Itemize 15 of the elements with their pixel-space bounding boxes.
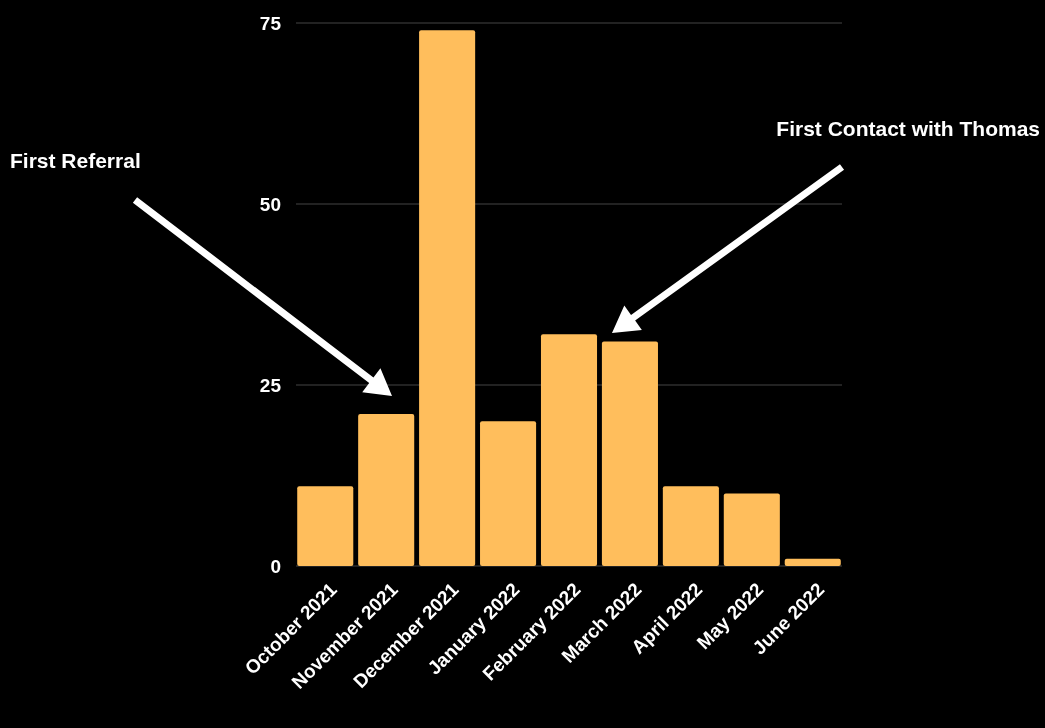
y-tick-label: 25 [259,374,282,396]
annotation: First Contact with Thomas [776,117,1040,140]
y-tick-label: 0 [270,555,281,577]
bar [480,421,537,566]
bar [601,341,658,566]
y-tick-label: 75 [259,12,282,34]
text: First Referral [10,149,141,172]
bar [419,30,476,566]
bar [784,558,841,566]
bar [297,486,354,566]
bar [723,493,780,566]
bar [662,486,719,566]
bar [358,413,415,566]
bar [540,334,598,566]
y-tick-label: 50 [259,193,281,215]
